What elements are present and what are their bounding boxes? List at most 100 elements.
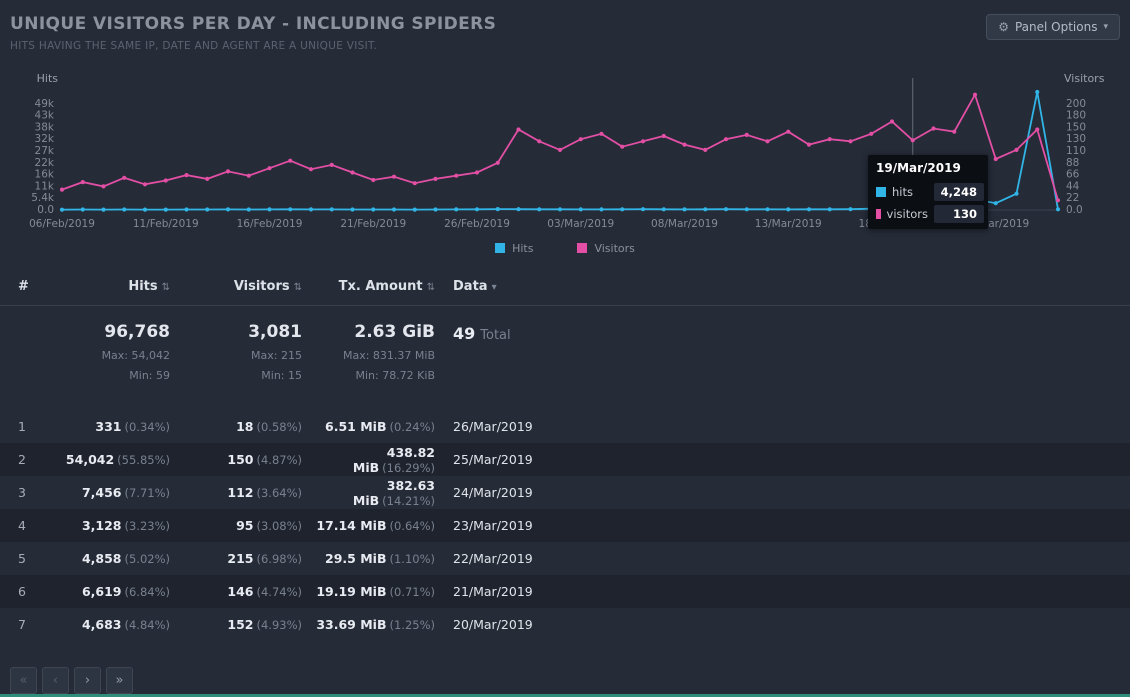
next-page-button[interactable]: › (74, 667, 101, 694)
hits-point[interactable] (744, 207, 749, 212)
hits-point[interactable] (786, 207, 791, 212)
hits-point[interactable] (578, 207, 583, 212)
visitors-point[interactable] (972, 92, 978, 97)
sort-desc-icon[interactable]: ▾ (491, 282, 497, 293)
hits-point[interactable] (640, 207, 646, 212)
visitors-point[interactable] (682, 142, 687, 147)
visitors-point[interactable] (640, 139, 646, 144)
hits-point[interactable] (350, 207, 355, 212)
visitors-point[interactable] (931, 126, 936, 131)
visitors-point[interactable] (744, 132, 749, 137)
hits-point[interactable] (827, 207, 832, 212)
hits-point[interactable] (1014, 191, 1019, 196)
visitors-point[interactable] (661, 133, 666, 139)
visitors-point[interactable] (620, 144, 625, 149)
visitors-point[interactable] (101, 184, 106, 189)
visitors-point[interactable] (806, 142, 812, 147)
sort-icon[interactable]: ⇅ (426, 282, 435, 293)
hits-point[interactable] (101, 207, 106, 212)
visitors-point[interactable] (184, 173, 189, 178)
visitors-point[interactable] (308, 167, 314, 172)
visitors-point[interactable] (205, 176, 210, 181)
visitors-point[interactable] (703, 147, 708, 152)
visitors-point[interactable] (433, 176, 438, 181)
hits-point[interactable] (661, 207, 666, 212)
visitors-point[interactable] (122, 175, 127, 180)
visitors-point[interactable] (454, 173, 459, 178)
hits-point[interactable] (80, 207, 85, 212)
hits-point[interactable] (433, 207, 438, 212)
first-page-button[interactable]: « (10, 667, 37, 694)
hits-point[interactable] (454, 207, 459, 212)
table-row[interactable]: 5 4,858 (5.02%) 215 (6.98%) 29.5 MiB (1.10%) 22… (0, 542, 1130, 575)
hits-point[interactable] (205, 207, 210, 212)
hits-point[interactable] (495, 207, 500, 212)
legend-visitors[interactable]: Visitors (577, 242, 635, 255)
visitors-point[interactable] (869, 131, 874, 136)
column-header-index[interactable]: # (0, 279, 50, 294)
table-row[interactable]: 6 6,619 (6.84%) 146 (4.74%) 19.19 MiB (0.71%) 2… (0, 575, 1130, 608)
hits-point[interactable] (474, 207, 480, 212)
hits-point[interactable] (1035, 89, 1040, 95)
visitors-point[interactable] (557, 147, 563, 152)
table-row[interactable]: 3 7,456 (7.71%) 112 (3.64%) 382.63 MiB (14.21%… (0, 476, 1130, 509)
visitors-point[interactable] (1014, 147, 1019, 152)
visitors-point[interactable] (142, 182, 148, 187)
hits-point[interactable] (329, 207, 334, 212)
visitors-point[interactable] (59, 187, 65, 192)
visitors-point[interactable] (827, 137, 832, 142)
visitors-point[interactable] (371, 177, 376, 183)
table-row[interactable]: 1 331 (0.34%) 18 (0.58%) 6.51 MiB (0.24%) 26/Ma… (0, 410, 1130, 443)
hits-point[interactable] (391, 207, 397, 212)
hits-point[interactable] (723, 207, 729, 212)
hits-point[interactable] (246, 207, 251, 212)
column-header-hits[interactable]: Hits ⇅ (50, 279, 170, 294)
table-row[interactable]: 4 3,128 (3.23%) 95 (3.08%) 17.14 MiB (0.64%) 23… (0, 509, 1130, 542)
visitors-point[interactable] (1035, 127, 1040, 132)
visitors-point[interactable] (80, 180, 85, 185)
hits-point[interactable] (682, 207, 687, 212)
column-header-tx-amount[interactable]: Tx. Amount ⇅ (302, 279, 435, 294)
visitors-point[interactable] (723, 137, 729, 142)
visitors-point[interactable] (765, 139, 770, 144)
visitors-point[interactable] (495, 160, 500, 165)
hits-point[interactable] (993, 201, 998, 206)
column-header-visitors[interactable]: Visitors ⇅ (170, 279, 302, 294)
visitors-point[interactable] (537, 139, 542, 144)
visitors-point[interactable] (786, 129, 791, 134)
hits-point[interactable] (184, 207, 189, 212)
hits-point[interactable] (765, 207, 770, 212)
hits-point[interactable] (267, 207, 272, 212)
visitors-point[interactable] (246, 173, 251, 178)
visitors-point[interactable] (163, 178, 168, 183)
hits-point[interactable] (225, 207, 231, 212)
visitors-point[interactable] (516, 127, 521, 132)
hits-point[interactable] (557, 207, 563, 212)
visitors-point[interactable] (578, 137, 583, 142)
visitors-point[interactable] (599, 131, 604, 136)
visitors-point[interactable] (350, 170, 355, 175)
hits-point[interactable] (516, 207, 521, 212)
hits-point[interactable] (703, 207, 708, 212)
table-row[interactable]: 7 4,683 (4.84%) 152 (4.93%) 33.69 MiB (1.25%) 2… (0, 608, 1130, 641)
hits-point[interactable] (848, 207, 853, 212)
last-page-button[interactable]: » (106, 667, 133, 694)
legend-hits[interactable]: Hits (495, 242, 533, 255)
column-header-data[interactable]: Data ▾ (435, 279, 1130, 294)
visitors-point[interactable] (474, 170, 480, 175)
hits-point[interactable] (620, 207, 625, 212)
visitors-point[interactable] (889, 119, 895, 124)
hits-point[interactable] (806, 207, 812, 212)
visitors-point[interactable] (1055, 198, 1061, 203)
sort-icon[interactable]: ⇅ (293, 282, 302, 293)
visitors-point[interactable] (952, 129, 957, 134)
hits-point[interactable] (1055, 207, 1061, 212)
panel-options-button[interactable]: ⚙ Panel Options ▾ (986, 14, 1120, 40)
hits-point[interactable] (599, 207, 604, 212)
visitors-point[interactable] (329, 162, 334, 167)
visitors-point[interactable] (391, 174, 397, 179)
visitors-point[interactable] (267, 166, 272, 171)
hits-point[interactable] (142, 207, 148, 212)
hits-point[interactable] (537, 207, 542, 212)
visitors-point[interactable] (412, 181, 417, 186)
